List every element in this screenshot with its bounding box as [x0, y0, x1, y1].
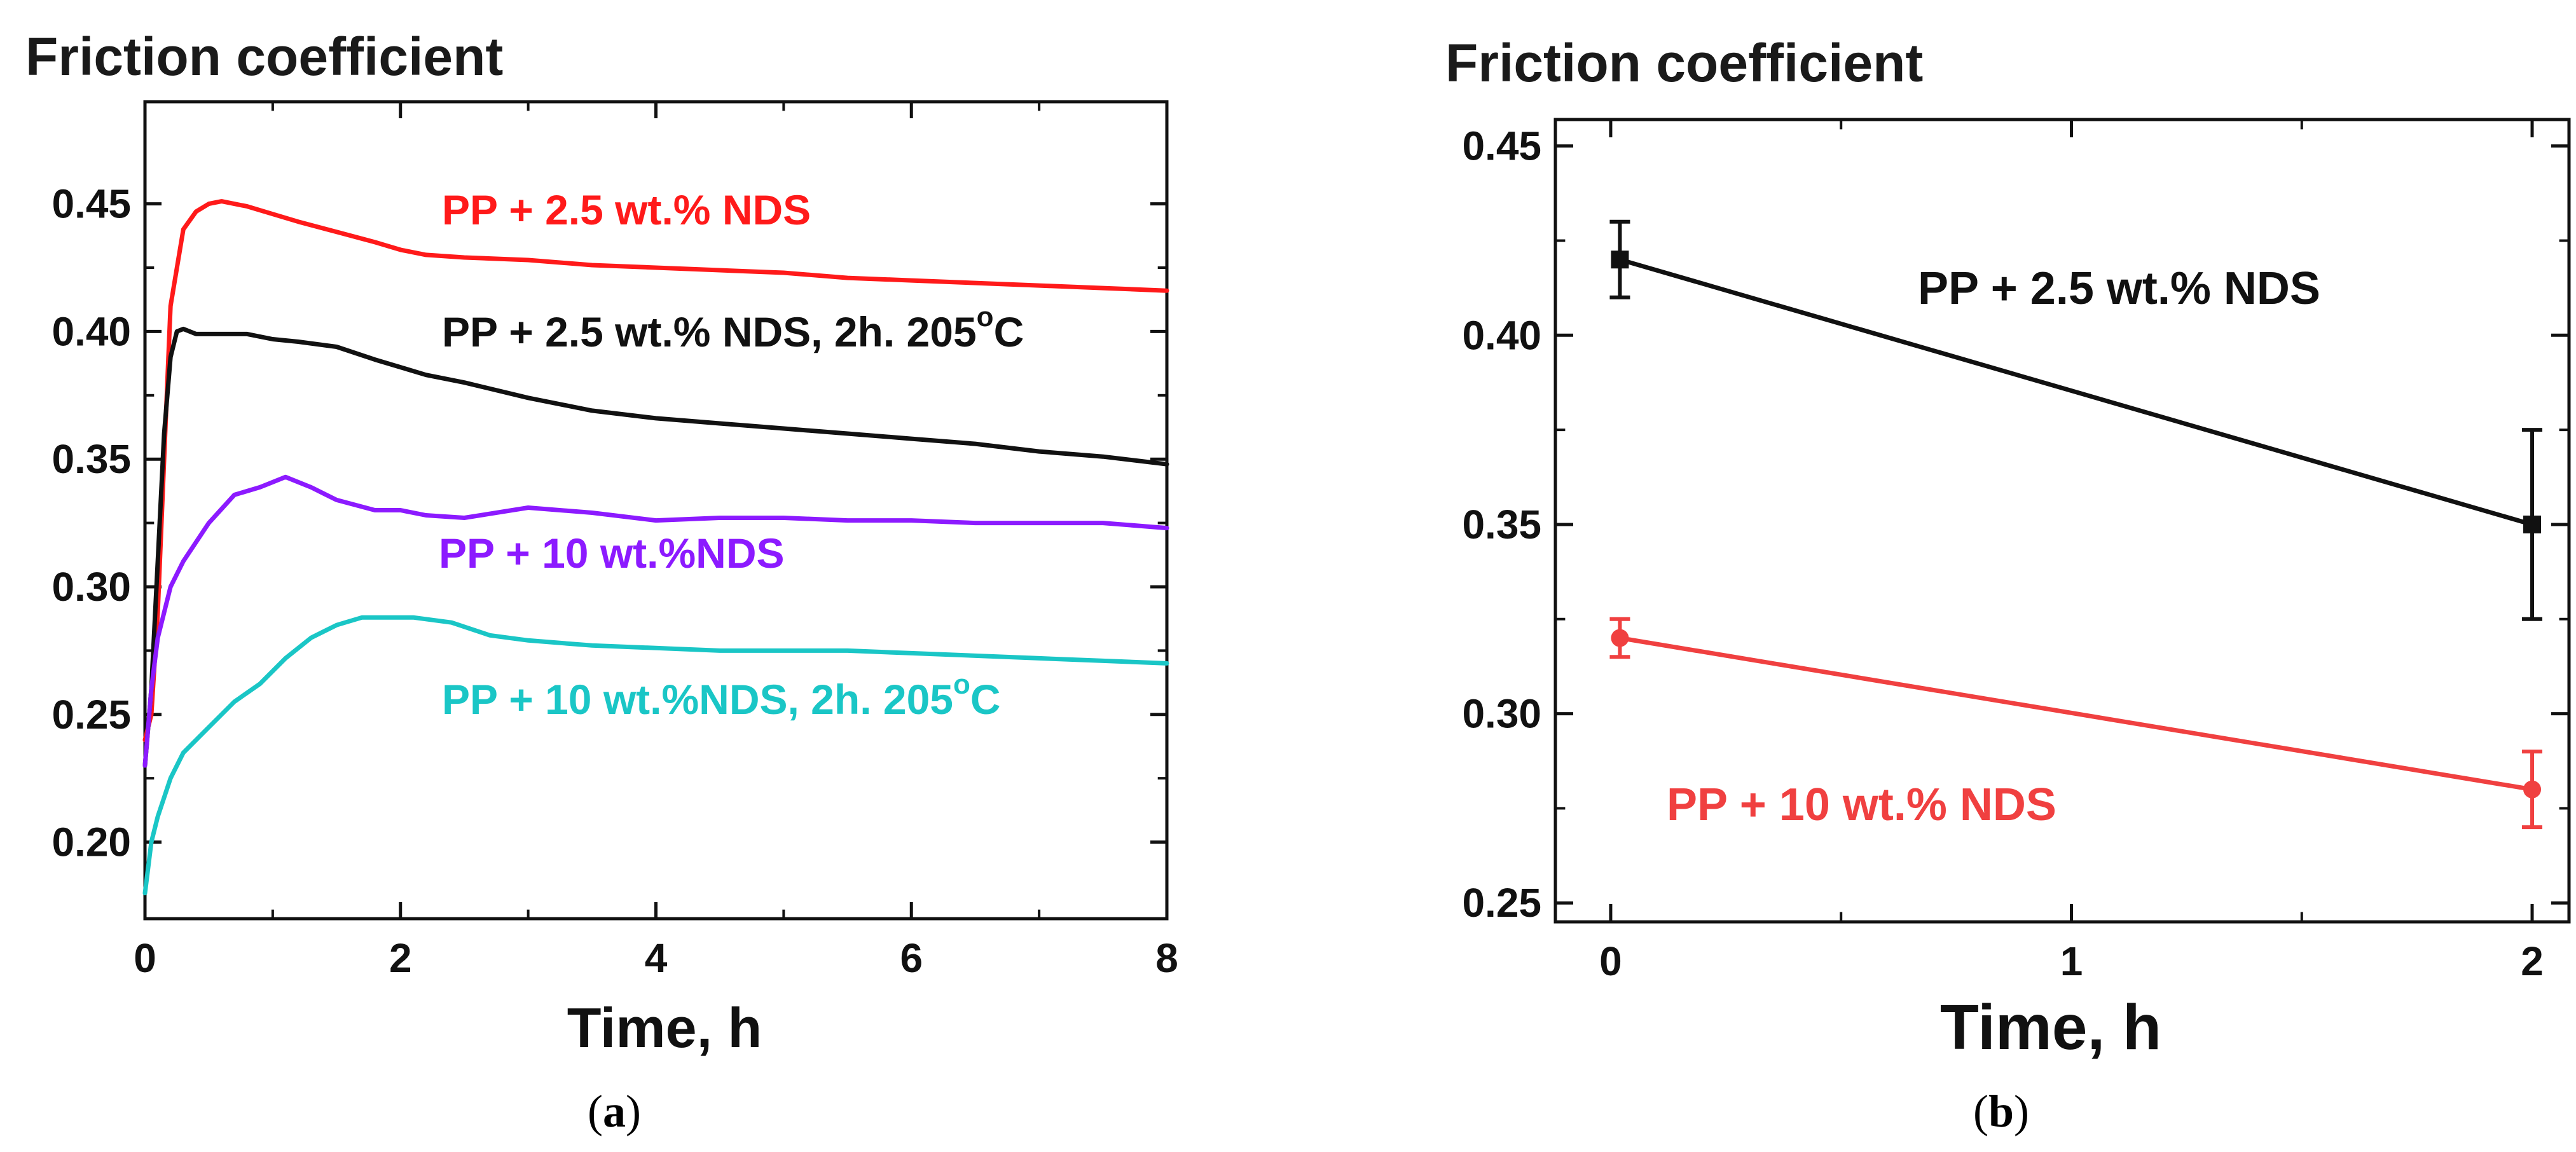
panel-b-y-axis-title: Friction coefficient: [1445, 33, 1923, 93]
panel-a-xtick-label: 4: [645, 935, 668, 981]
panel-a-x-axis-title: Time, h: [567, 996, 762, 1059]
panel-a-label-black: PP + 2.5 wt.% NDS, 2h. 205oC: [442, 301, 1024, 355]
panel-b-ticks: 0.25 0.30 0.35 0.40 0.45 0 1 2: [1462, 120, 2569, 984]
panel-a: Friction coefficient 0.20 0.25 0.30 0.35 0.4…: [25, 27, 1178, 1137]
panel-b-series-line-2: [1619, 636, 2533, 792]
label-black-degree: o: [977, 301, 994, 333]
panel-a-series: [142, 199, 1169, 896]
panel-b-point-square: [1611, 250, 1629, 269]
panel-b-point-circle: [1611, 629, 1629, 647]
panel-b-ytick-label: 0.40: [1462, 312, 1541, 358]
panel-a-ytick-label: 0.35: [52, 436, 131, 482]
panel-b-caption: (b): [1973, 1086, 2029, 1137]
panel-a-ytick-label: 0.40: [52, 308, 131, 354]
panel-a-series-line-2: [142, 326, 1169, 768]
panel-a-caption: (a): [588, 1086, 641, 1137]
panel-a-caption-letter: a: [603, 1086, 626, 1137]
panel-b-xtick-label: 0: [1599, 938, 1622, 984]
label-cyan-degree: o: [953, 669, 970, 700]
label-cyan-unit: C: [970, 676, 1001, 723]
panel-b-ytick-label: 0.35: [1462, 502, 1541, 547]
panel-a-ytick-label: 0.20: [52, 819, 131, 865]
label-red-text: PP + 2.5 wt.% NDS: [442, 186, 811, 233]
panel-b-ytick-label: 0.25: [1462, 880, 1541, 926]
panel-b-plot-frame: [1553, 118, 2571, 924]
label-purple-text: PP + 10 wt.%NDS: [439, 530, 785, 577]
panel-b: Friction coefficient 0.25 0.30 0.35 0.40 0.4…: [1445, 33, 2571, 1137]
panel-b-label-red: PP + 10 wt.% NDS: [1667, 779, 2056, 830]
panel-b-x-axis-title: Time, h: [1940, 992, 2161, 1063]
label-cyan-text: PP + 10 wt.%NDS, 2h. 205: [442, 676, 953, 723]
panel-a-label-red: PP + 2.5 wt.% NDS: [442, 186, 811, 233]
panel-a-xtick-label: 8: [1155, 935, 1178, 981]
panel-b-caption-letter: b: [1988, 1086, 2014, 1137]
panel-a-series-line-4: [142, 615, 1169, 896]
panel-a-ytick-label: 0.25: [52, 692, 131, 737]
panel-b-series-line-1: [1619, 257, 2533, 527]
panel-a-plot-frame: [143, 100, 1169, 921]
panel-b-point-square: [2523, 515, 2542, 533]
panel-a-y-axis-title: Friction coefficient: [25, 27, 503, 86]
panel-b-label-black: PP + 2.5 wt.% NDS: [1918, 263, 2320, 314]
panel-a-ytick-label: 0.45: [52, 181, 131, 227]
panel-a-series-line-3: [142, 474, 1169, 768]
panel-b-xtick-label: 1: [2060, 938, 2083, 984]
panel-b-xtick-label: 2: [2521, 938, 2544, 984]
panel-b-ytick-label: 0.30: [1462, 691, 1541, 737]
panel-a-label-purple: PP + 10 wt.%NDS: [439, 530, 785, 577]
panel-b-ytick-label: 0.45: [1462, 123, 1541, 169]
label-black-text: PP + 2.5 wt.% NDS, 2h. 205: [442, 308, 977, 355]
label-black-unit: C: [994, 308, 1024, 355]
panel-a-xtick-label: 0: [134, 935, 156, 981]
panel-a-xtick-label: 2: [389, 935, 412, 981]
panel-b-series: [1609, 219, 2543, 830]
panel-a-label-cyan: PP + 10 wt.%NDS, 2h. 205oC: [442, 669, 1001, 723]
panel-a-xtick-label: 6: [900, 935, 923, 981]
panel-a-ticks: 0.20 0.25 0.30 0.35 0.40 0.45 0 2 4 6 8: [52, 102, 1178, 981]
panel-b-point-circle: [2523, 780, 2542, 799]
panel-a-ytick-label: 0.30: [52, 564, 131, 610]
panel-a-series-line-1: [142, 199, 1169, 743]
